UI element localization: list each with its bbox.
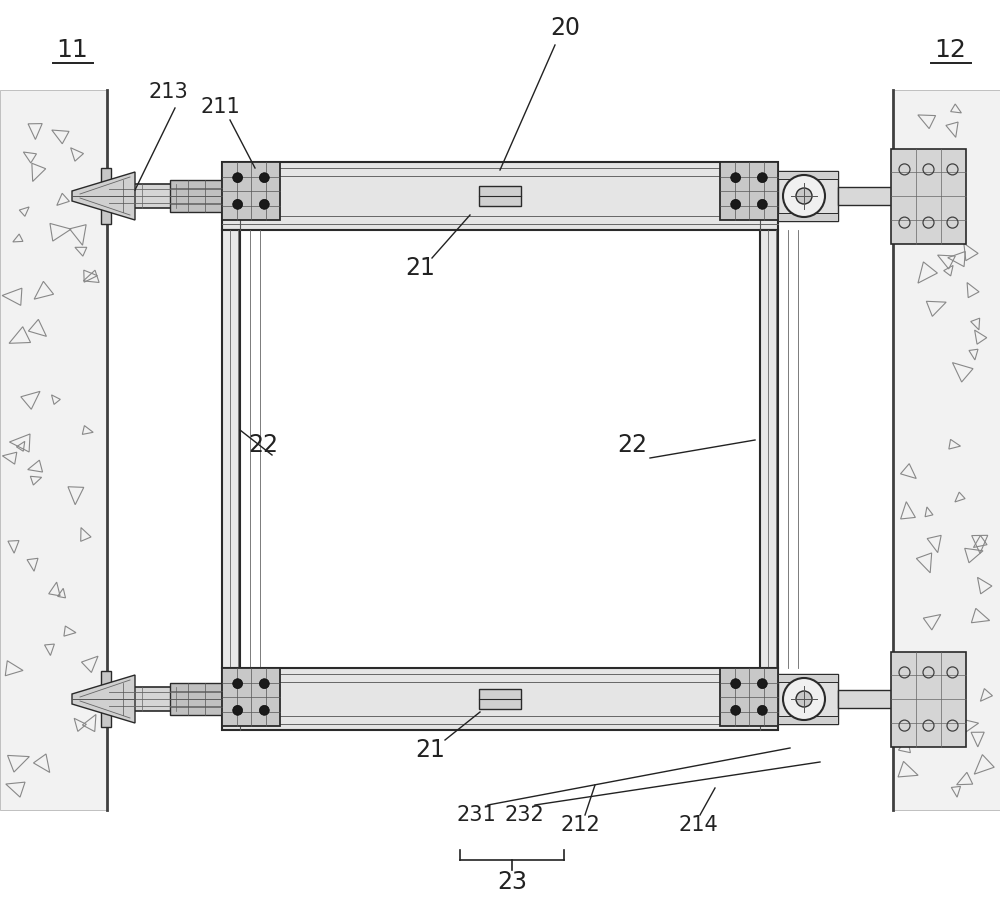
- Text: 212: 212: [560, 815, 600, 835]
- Bar: [222, 668, 280, 726]
- Circle shape: [731, 679, 741, 689]
- Circle shape: [757, 706, 767, 715]
- Circle shape: [259, 679, 269, 689]
- Bar: [720, 668, 778, 726]
- Text: 11: 11: [56, 38, 88, 62]
- Circle shape: [233, 199, 243, 209]
- Bar: [222, 230, 240, 668]
- Text: 21: 21: [405, 256, 435, 280]
- Bar: [0, 90, 107, 810]
- Circle shape: [233, 706, 243, 715]
- Bar: [720, 162, 778, 220]
- Text: 213: 213: [148, 82, 188, 102]
- Circle shape: [259, 199, 269, 209]
- Circle shape: [233, 173, 243, 183]
- Text: 21: 21: [415, 738, 445, 762]
- Circle shape: [731, 199, 741, 209]
- Bar: [778, 716, 838, 724]
- Bar: [778, 674, 838, 724]
- Bar: [479, 186, 521, 206]
- Text: 231: 231: [456, 805, 496, 825]
- Circle shape: [757, 199, 767, 209]
- Circle shape: [796, 691, 812, 707]
- Bar: [107, 687, 222, 711]
- Bar: [891, 149, 966, 244]
- Polygon shape: [72, 675, 135, 723]
- Bar: [170, 180, 222, 212]
- Circle shape: [783, 175, 825, 217]
- Bar: [893, 90, 1000, 810]
- Bar: [838, 187, 893, 205]
- Circle shape: [757, 173, 767, 183]
- Text: 232: 232: [504, 805, 544, 825]
- Circle shape: [731, 706, 741, 715]
- Bar: [107, 184, 222, 208]
- Bar: [838, 690, 893, 708]
- Text: 22: 22: [617, 433, 647, 457]
- Text: 12: 12: [934, 38, 966, 62]
- Bar: [101, 168, 111, 224]
- Bar: [891, 651, 966, 747]
- Polygon shape: [72, 172, 135, 220]
- Bar: [778, 213, 838, 221]
- Bar: [222, 162, 280, 220]
- Text: 211: 211: [200, 97, 240, 117]
- Circle shape: [796, 188, 812, 204]
- Circle shape: [259, 706, 269, 715]
- Bar: [101, 671, 111, 727]
- Bar: [760, 230, 778, 668]
- Text: 20: 20: [550, 16, 580, 40]
- Circle shape: [731, 173, 741, 183]
- Bar: [778, 171, 838, 179]
- Circle shape: [259, 173, 269, 183]
- Bar: [778, 171, 838, 221]
- Bar: [778, 674, 838, 682]
- Text: 22: 22: [248, 433, 278, 457]
- Circle shape: [757, 679, 767, 689]
- Text: 23: 23: [497, 870, 527, 894]
- Circle shape: [783, 678, 825, 720]
- Circle shape: [233, 679, 243, 689]
- Bar: [222, 668, 778, 730]
- Bar: [479, 689, 521, 709]
- Bar: [222, 162, 778, 230]
- Text: 214: 214: [678, 815, 718, 835]
- Bar: [170, 683, 222, 715]
